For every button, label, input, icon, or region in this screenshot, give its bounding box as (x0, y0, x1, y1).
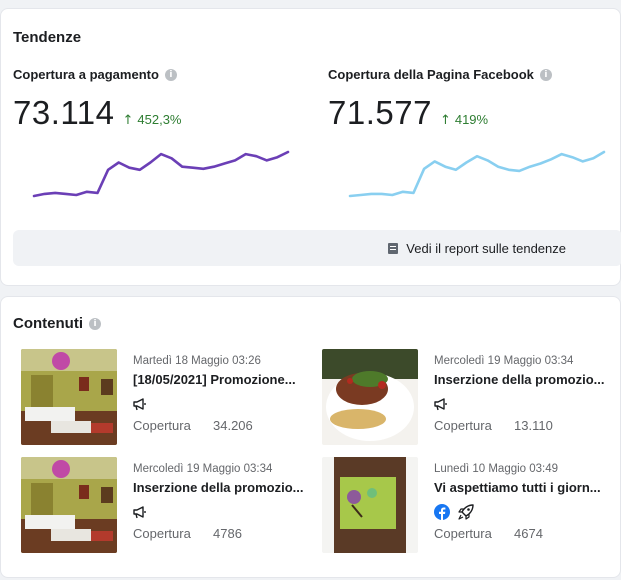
post-item[interactable]: Lunedì 10 Maggio 03:49 Vi aspettiamo tut… (322, 457, 621, 555)
paid-reach-sparkline (32, 150, 290, 198)
info-icon[interactable]: i (88, 317, 101, 330)
post-item[interactable]: Mercoledì 19 Maggio 03:34 Inserzione del… (21, 457, 321, 555)
post-title[interactable]: [18/05/2021] Promozione... (133, 372, 296, 387)
post-thumbnail[interactable] (21, 457, 117, 553)
arrow-up-icon: ↑ (122, 113, 134, 128)
reach-value: 13.110 (514, 418, 553, 433)
post-title[interactable]: Vi aspettiamo tutti i giorn... (434, 480, 601, 495)
post-item[interactable]: Martedì 18 Maggio 03:26 [18/05/2021] Pro… (21, 349, 321, 447)
page-reach-change: ↑ 419% (439, 112, 489, 128)
post-thumbnail[interactable] (21, 349, 117, 445)
reach-label: Copertura (434, 418, 492, 433)
arrow-up-icon: ↑ (439, 113, 451, 128)
megaphone-icon (434, 398, 447, 411)
megaphone-icon (133, 506, 146, 519)
trends-report-label: Vedi il report sulle tendenze (406, 240, 566, 256)
reach-label: Copertura (133, 526, 191, 541)
page-reach-value: 71.577 (328, 94, 432, 131)
paid-reach-label: Copertura a pagamento (13, 67, 159, 82)
trends-card: Tendenze Copertura a pagamento i 73.114 … (0, 8, 621, 286)
post-date: Mercoledì 19 Maggio 03:34 (434, 355, 574, 367)
page-reach-sparkline (348, 150, 606, 198)
contents-title: Contenuti (13, 315, 83, 332)
megaphone-icon (133, 398, 146, 411)
post-title[interactable]: Inserzione della promozio... (434, 372, 605, 387)
reach-value: 4674 (514, 526, 543, 541)
paid-reach-value: 73.114 (13, 94, 115, 131)
post-date: Martedì 18 Maggio 03:26 (133, 355, 261, 367)
reach-label: Copertura (133, 418, 191, 433)
reach-value: 4786 (213, 526, 242, 541)
trends-report-button[interactable]: Vedi il report sulle tendenze (13, 230, 621, 266)
post-thumbnail[interactable] (322, 349, 418, 445)
post-title[interactable]: Inserzione della promozio... (133, 480, 304, 495)
facebook-icon (434, 504, 450, 520)
rocket-icon (458, 504, 474, 520)
report-icon (388, 242, 399, 254)
info-icon[interactable]: i (539, 68, 552, 81)
paid-reach-change: ↑ 452,3% (122, 112, 182, 128)
reach-value: 34.206 (213, 418, 253, 433)
post-date: Mercoledì 19 Maggio 03:34 (133, 463, 273, 475)
page-reach-label: Copertura della Pagina Facebook (328, 67, 534, 82)
paid-reach-metric: Copertura a pagamento i 73.114 ↑ 452,3% (13, 67, 303, 132)
trends-title: Tendenze (13, 29, 82, 46)
info-icon[interactable]: i (164, 68, 177, 81)
post-date: Lunedì 10 Maggio 03:49 (434, 463, 559, 475)
reach-label: Copertura (434, 526, 492, 541)
post-thumbnail[interactable] (322, 457, 418, 553)
page-reach-metric: Copertura della Pagina Facebook i 71.577… (328, 67, 618, 132)
post-item[interactable]: Mercoledì 19 Maggio 03:34 Inserzione del… (322, 349, 621, 447)
